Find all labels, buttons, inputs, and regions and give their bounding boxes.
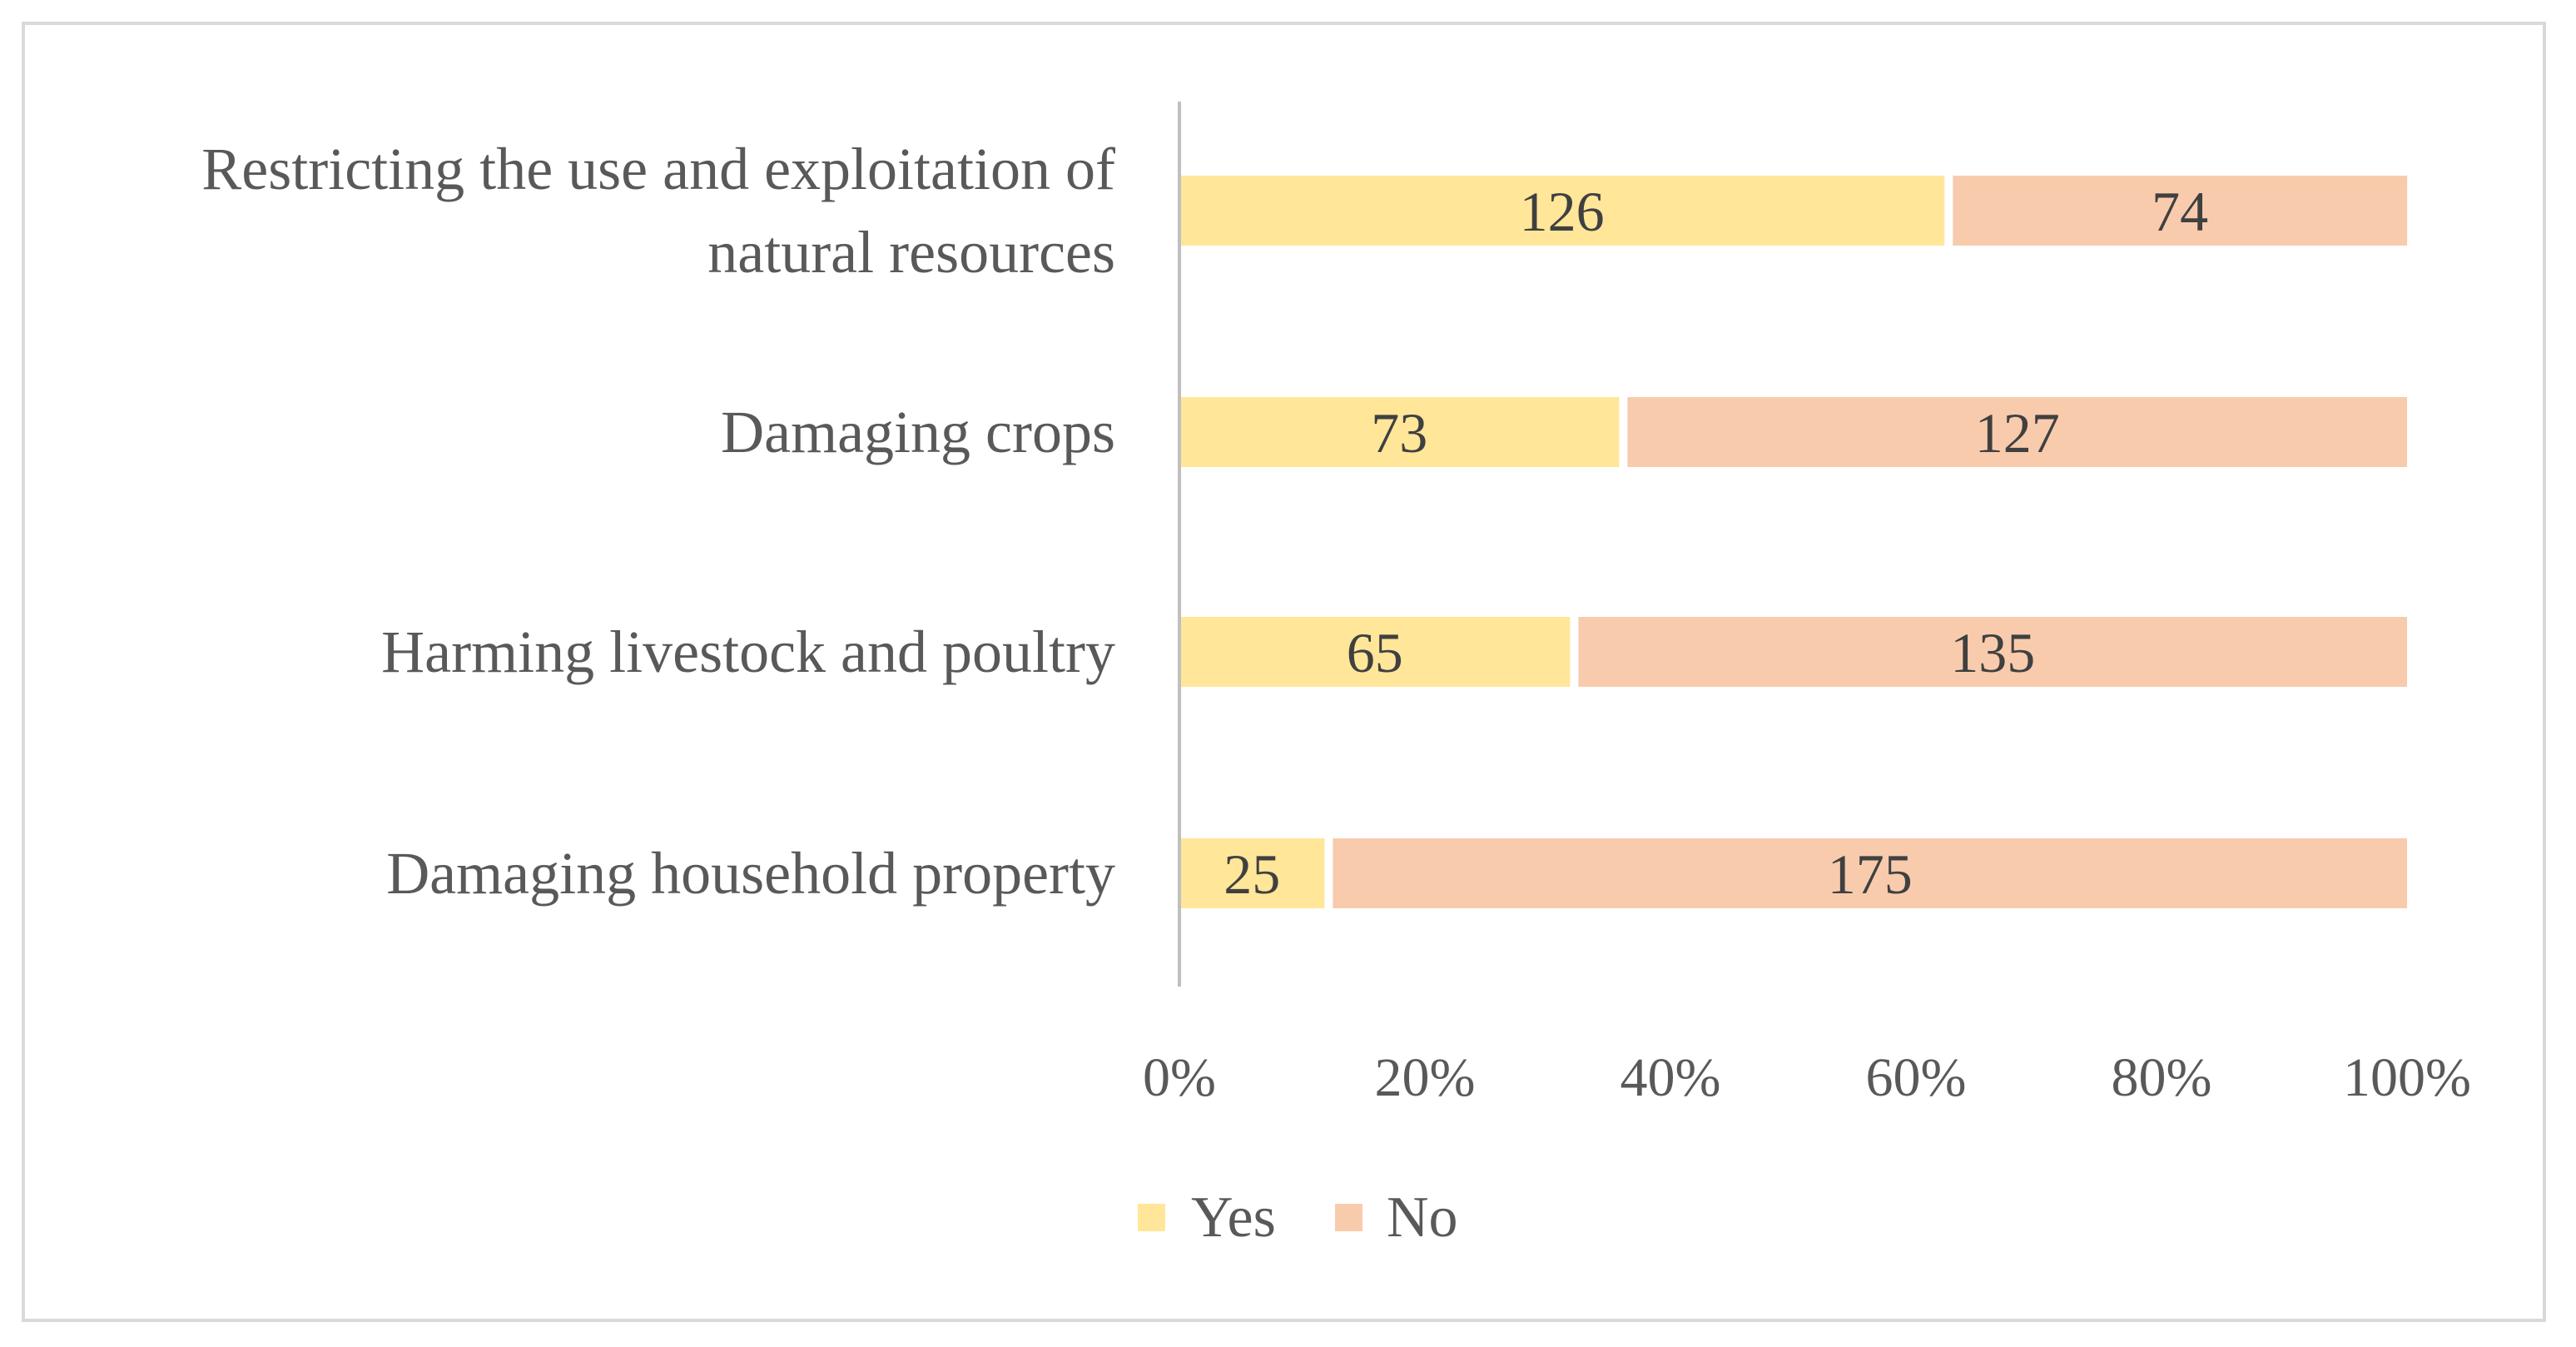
x-tick-label-40pct: 40% — [1621, 1047, 1721, 1108]
x-tick-label-20pct: 20% — [1375, 1047, 1476, 1108]
bar-no-3 — [1578, 617, 2407, 687]
legend-swatch-yes — [1138, 1204, 1165, 1231]
category-labels-layer: Restricting the use and exploitation of n… — [201, 136, 1115, 907]
x-tick-label-80pct: 80% — [2112, 1047, 2212, 1108]
legend-swatch-no — [1335, 1204, 1362, 1231]
bar-yes-3 — [1179, 617, 1571, 687]
bar-no-4 — [1333, 838, 2407, 908]
bar-no-2 — [1627, 397, 2407, 467]
data-label-no-4: 175 — [1828, 842, 1913, 906]
x-tick-label-100pct: 100% — [2343, 1047, 2471, 1108]
bar-yes-1 — [1179, 176, 1945, 246]
data-labels-layer: 126 74 73 127 65 135 25 175 — [1223, 180, 2208, 906]
data-label-yes-2: 73 — [1371, 401, 1427, 465]
category-label-3: Harming livestock and poultry — [381, 619, 1115, 685]
bars-layer — [1179, 176, 2408, 908]
legend-label-yes: Yes — [1191, 1185, 1276, 1250]
legend: Yes No — [1138, 1185, 1458, 1250]
category-label-1-line-2: natural resources — [707, 219, 1115, 286]
data-label-no-2: 127 — [1975, 401, 2060, 465]
bar-yes-4 — [1179, 838, 1325, 908]
bar-yes-2 — [1179, 397, 1620, 467]
x-tick-labels: 0% 20% 40% 60% 80% 100% — [1143, 1047, 2471, 1108]
data-label-yes-1: 126 — [1520, 180, 1605, 243]
data-label-no-1: 74 — [2152, 180, 2208, 243]
x-tick-label-0pct: 0% — [1143, 1047, 1216, 1108]
bar-no-1 — [1953, 176, 2408, 246]
category-label-1-line-1: Restricting the use and exploitation of — [201, 136, 1115, 202]
data-label-yes-4: 25 — [1223, 842, 1280, 906]
data-label-yes-3: 65 — [1347, 621, 1403, 684]
legend-label-no: No — [1387, 1185, 1458, 1250]
category-label-4: Damaging household property — [386, 840, 1115, 907]
x-tick-label-60pct: 60% — [1866, 1047, 1967, 1108]
category-label-2: Damaging crops — [721, 399, 1115, 465]
data-label-no-3: 135 — [1950, 621, 2035, 684]
